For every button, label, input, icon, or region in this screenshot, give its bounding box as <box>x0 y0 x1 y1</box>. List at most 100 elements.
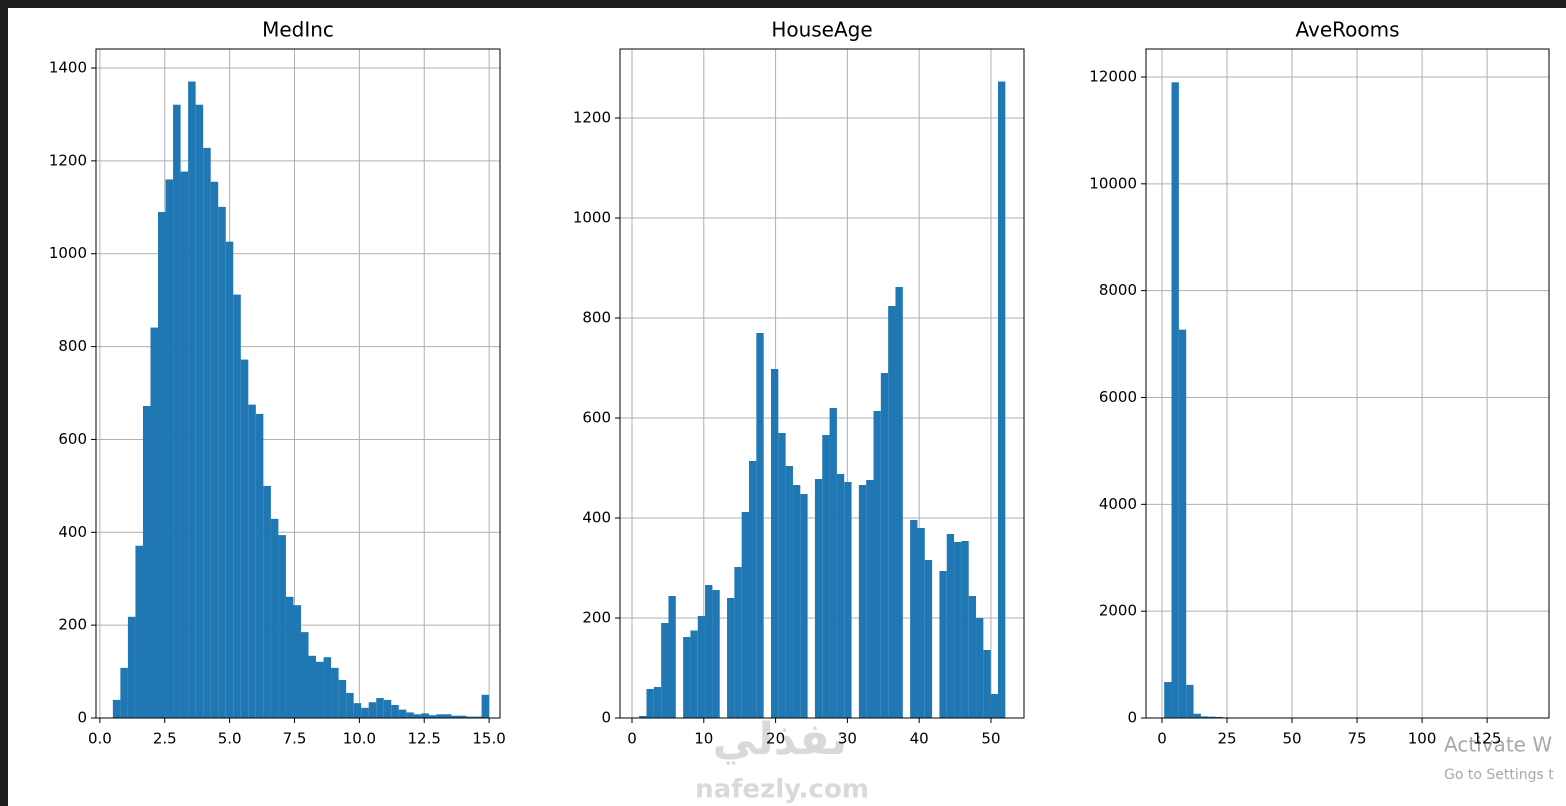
histogram-bar <box>398 709 407 718</box>
histogram-bar <box>383 699 392 718</box>
watermark-latin: nafezly.com <box>695 775 869 805</box>
histogram-bar <box>1208 716 1216 718</box>
histogram-bar <box>1178 329 1187 718</box>
axes-frame <box>1145 48 1550 719</box>
histogram-bar <box>248 404 256 718</box>
histogram-bar <box>300 632 309 718</box>
histogram-bar <box>939 571 947 718</box>
histogram-bar <box>954 542 962 718</box>
y-tick-label: 1200 <box>573 109 611 127</box>
histogram-bar <box>1171 82 1179 719</box>
histogram-bar <box>112 699 121 718</box>
histogram-bar <box>653 687 662 718</box>
x-tick-label: 0 <box>627 730 637 748</box>
histogram-bar <box>770 369 779 718</box>
histogram-bar <box>983 650 991 718</box>
y-tick-label: 0 <box>601 709 611 727</box>
histogram-bar <box>180 171 189 718</box>
y-tick-label: 200 <box>582 609 611 627</box>
histogram-bar <box>976 618 984 718</box>
histogram-bar <box>338 679 347 718</box>
histogram-bar <box>814 479 823 718</box>
histogram-bar <box>459 715 467 718</box>
x-tick-label: 50 <box>1282 730 1301 748</box>
histogram-bar <box>428 715 437 718</box>
histogram-bar <box>917 528 925 718</box>
histogram-bar <box>481 694 490 718</box>
x-tick-label: 40 <box>910 730 929 748</box>
histogram-bar <box>661 623 669 718</box>
histogram-bar <box>778 433 786 718</box>
y-tick-label: 0 <box>77 709 87 727</box>
y-tick-label: 400 <box>582 509 611 527</box>
histogram-bar <box>173 104 181 719</box>
histogram-bar <box>785 466 793 718</box>
histogram-bar <box>668 596 676 718</box>
chart-title: AveRooms <box>1295 18 1399 42</box>
histogram-bar <box>727 598 735 718</box>
y-tick-label: 600 <box>582 409 611 427</box>
y-tick-label: 4000 <box>1099 495 1137 513</box>
histogram-bar <box>712 590 720 718</box>
y-tick-label: 600 <box>58 430 87 448</box>
x-tick-label: 15.0 <box>472 730 505 748</box>
figure: نفذلي nafezly.com Activate W Go to Setti… <box>49 18 1554 805</box>
histogram-bar <box>225 241 234 719</box>
histogram-bar <box>961 541 969 718</box>
histogram-bar <box>436 714 444 718</box>
y-tick-label: 8000 <box>1099 281 1137 299</box>
histogram-bar <box>690 630 698 718</box>
activation-title: Activate W <box>1444 733 1552 757</box>
y-tick-label: 12000 <box>1089 67 1137 85</box>
x-tick-label: 75 <box>1348 730 1367 748</box>
watermark-arabic: نفذلي <box>713 714 848 765</box>
histogram-bar <box>946 534 955 718</box>
histogram-bar <box>120 667 128 718</box>
histogram-bar <box>1200 716 1209 718</box>
y-tick-label: 6000 <box>1099 388 1137 406</box>
histogram-bar <box>353 703 362 718</box>
histogram-bar <box>924 560 933 718</box>
axes-frame <box>619 48 1025 719</box>
x-tick-label: 50 <box>981 730 1000 748</box>
histogram-bar <box>142 406 151 718</box>
histogram-bar <box>285 596 294 718</box>
histogram-bar <box>998 81 1006 718</box>
y-tick-label: 1000 <box>49 244 87 262</box>
histogram-bar <box>406 712 414 718</box>
histogram-bar <box>792 485 801 718</box>
histogram-bar <box>368 702 377 718</box>
histogram-bar <box>800 494 808 718</box>
histogram-bar <box>323 657 332 718</box>
histogram-bar <box>990 694 999 718</box>
histogram-bar <box>346 692 354 718</box>
histogram-bar <box>376 698 384 718</box>
histogram-bar <box>836 474 845 718</box>
histogram-bar <box>1164 681 1172 718</box>
histogram-bar <box>1186 684 1194 718</box>
x-tick-label: 2.5 <box>153 730 177 748</box>
histogram-bar <box>158 211 166 719</box>
histogram-bar <box>210 181 219 718</box>
histogram-bar <box>127 616 136 718</box>
histogram-bar <box>697 616 706 718</box>
histogram-bar <box>278 535 286 718</box>
histogram-bar <box>910 520 918 718</box>
histogram-bar <box>203 147 211 718</box>
x-tick-label: 7.5 <box>283 730 307 748</box>
histogram-bar <box>756 333 764 718</box>
x-tick-label: 0 <box>1157 730 1167 748</box>
histogram-bar <box>880 373 889 718</box>
x-tick-label: 10.0 <box>343 730 376 748</box>
histogram-bar <box>895 287 903 718</box>
histogram-bar <box>391 705 399 718</box>
histogram-bar <box>165 179 174 718</box>
chart-title: HouseAge <box>771 18 872 42</box>
screen: نفذلي nafezly.com Activate W Go to Setti… <box>8 8 1566 806</box>
x-tick-label: 10 <box>694 730 713 748</box>
x-tick-label: 125 <box>1473 730 1502 748</box>
y-tick-label: 1400 <box>49 59 87 77</box>
histogram-bar <box>331 667 339 718</box>
histogram-bar <box>466 716 475 718</box>
x-tick-label: 5.0 <box>218 730 242 748</box>
